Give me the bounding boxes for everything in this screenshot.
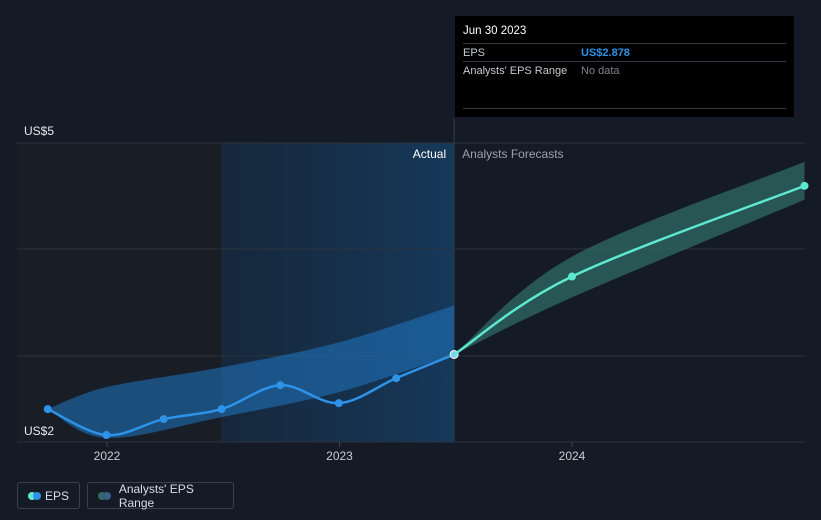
series-0-point-6 [392,374,401,383]
tooltip-row-range: Analysts' EPS Range No data [463,61,786,79]
series-0-point-5 [334,399,343,408]
forecast-eps-range-band [454,161,805,355]
tooltip-eps-value: US$2.878 [581,47,630,59]
series-1-point-2 [800,181,809,190]
legend-eps-swatch-icon [28,491,41,500]
legend-item-eps[interactable]: EPS [17,482,80,509]
x-tick-label-2: 2024 [559,449,586,463]
tooltip-row-eps: EPS US$2.878 [463,43,786,61]
tooltip-range-label: Analysts' EPS Range [463,65,568,77]
y-tick-label-max: US$5 [24,124,55,138]
x-tick-label-1: 2023 [326,449,353,463]
series-0-point-1 [102,431,111,440]
series-0-point-2 [159,415,168,424]
series-line-1 [453,184,805,356]
section-label-actual: Actual [413,147,446,161]
series-0-point-4 [276,381,285,390]
legend-eps-label: EPS [44,488,69,503]
legend-range-swatch-icon [98,491,111,500]
tooltip-divider [463,108,786,109]
hover-tooltip: Jun 30 2023 EPS US$2.878 Analysts' EPS R… [455,16,794,117]
tooltip-range-value: No data [581,65,620,77]
series-0-point-0 [43,405,52,414]
tooltip-date: Jun 30 2023 [463,25,527,37]
section-label-forecast: Analysts Forecasts [462,147,563,161]
x-tick-label-0: 2022 [94,449,121,463]
tooltip-eps-label: EPS [463,47,486,59]
past-eps-range-band [47,305,455,439]
y-tick-label-min: US$2 [24,424,55,438]
legend-range-label: Analysts' EPS Range [118,481,194,510]
series-1-point-1 [568,272,576,281]
legend-item-eps-range[interactable]: Analysts' EPS Range [87,481,234,510]
series-0-point-3 [217,405,226,414]
